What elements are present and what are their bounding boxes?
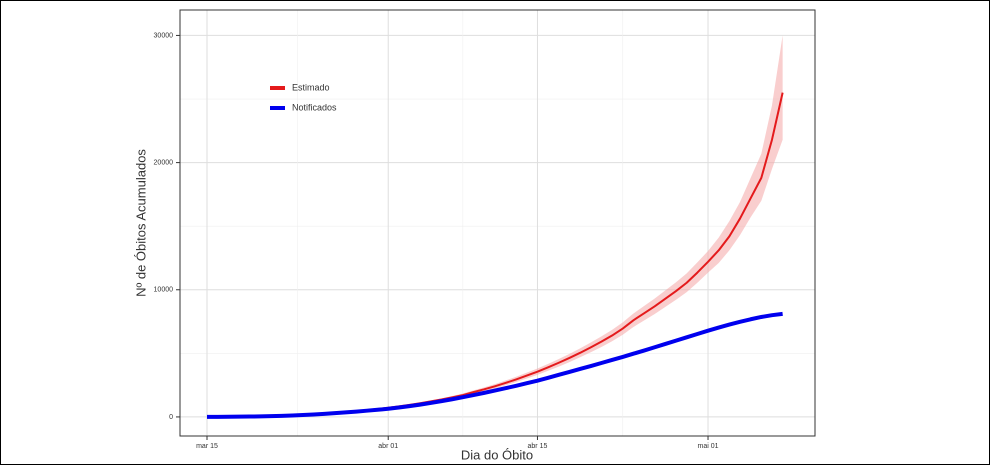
x-tick-label: mar 15 — [196, 443, 218, 450]
y-tick-label: 10000 — [154, 287, 174, 294]
x-tick-label: abr 15 — [528, 443, 548, 450]
x-tick-label: mai 01 — [698, 443, 719, 450]
x-axis-label: Dia do Óbito — [461, 447, 533, 462]
plot-area — [207, 35, 784, 419]
panel-border — [179, 9, 816, 437]
legend-label: Notificados — [292, 102, 337, 112]
confidence-band — [207, 35, 783, 417]
axes: 0 10000 20000 30000 mar 15 abr 01 abr 15 mai 01 — [154, 32, 719, 450]
y-tick-label: 30000 — [154, 32, 174, 39]
legend: Estimado Notificados — [270, 82, 337, 112]
y-axis-label: Nº de Óbitos Acumulados — [133, 149, 148, 297]
x-tick-label: abr 01 — [378, 443, 398, 450]
y-tick-label: 0 — [169, 414, 173, 421]
grid — [180, 10, 815, 436]
series-line — [207, 311, 783, 419]
legend-label: Estimado — [292, 82, 330, 92]
y-tick-label: 20000 — [154, 159, 174, 166]
